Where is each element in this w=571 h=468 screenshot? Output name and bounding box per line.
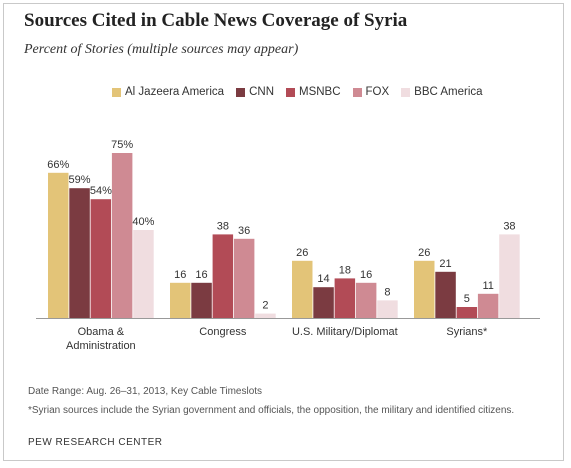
data-label: 5 <box>464 293 470 305</box>
data-label: 16 <box>360 269 372 281</box>
category-label: Obama & <box>78 326 125 338</box>
category-label: Administration <box>66 340 136 352</box>
category-label: U.S. Military/Diplomat <box>292 326 398 338</box>
legend-item-al-jazeera: Al Jazeera America <box>112 86 224 98</box>
legend-swatch <box>236 87 246 97</box>
bar <box>69 188 90 318</box>
bar <box>170 282 191 318</box>
data-label: 2 <box>262 300 268 312</box>
bar <box>477 293 499 318</box>
data-label: 26 <box>296 247 308 259</box>
legend-swatch <box>286 87 295 97</box>
data-label: 54% <box>90 185 112 197</box>
chart-legend: Al Jazeera America CNN MSNBC FOX BBC Ame… <box>112 86 483 98</box>
data-label: 40% <box>132 216 154 228</box>
source-credit: PEW RESEARCH CENTER <box>28 437 163 448</box>
legend-label: Al Jazeera America <box>125 86 225 98</box>
chart-title: Sources Cited in Cable News Coverage of … <box>24 10 408 31</box>
chart-frame <box>3 3 564 461</box>
bar <box>133 230 154 318</box>
legend-item-fox: FOX <box>352 86 390 98</box>
bar <box>191 282 212 318</box>
legend-label: FOX <box>365 86 390 98</box>
legend-label: MSNBC <box>299 86 341 98</box>
bar <box>334 278 356 318</box>
bar <box>233 238 255 318</box>
legend-swatch <box>112 87 121 97</box>
data-label: 21 <box>439 258 451 270</box>
category-label: Congress <box>199 326 247 338</box>
bar <box>48 172 69 318</box>
bar-chart: 66%59%54% 75% 40% Obama & Administration 16 16… <box>36 139 540 352</box>
date-range-note: Date Range: Aug. 26–31, 2013, Key Cable … <box>28 386 263 397</box>
data-label: 38 <box>503 220 515 232</box>
data-label: 18 <box>339 264 351 276</box>
bar <box>414 260 435 318</box>
data-label: 38 <box>217 220 229 232</box>
category-label: Syrians* <box>446 326 488 338</box>
legend-item-bbc-america: BBC America <box>401 86 483 98</box>
bar <box>90 199 112 318</box>
bar <box>499 234 520 318</box>
data-label: 16 <box>174 269 186 281</box>
bar <box>255 313 276 318</box>
legend-swatch <box>401 87 411 97</box>
bar <box>292 260 313 318</box>
legend-item-msnbc: MSNBC <box>286 86 341 98</box>
data-label: 66% <box>47 159 69 171</box>
data-label: 75% <box>111 139 133 151</box>
data-label: 14 <box>317 273 329 285</box>
data-label: 36 <box>238 225 250 237</box>
data-label: 59% <box>69 174 91 186</box>
footnote: *Syrian sources include the Syrian gover… <box>28 405 515 416</box>
bar <box>212 234 234 318</box>
legend-label: CNN <box>249 86 274 98</box>
data-label: 11 <box>482 280 493 292</box>
chart-subtitle: Percent of Stories (multiple sources may… <box>24 42 299 57</box>
data-label: 26 <box>418 247 430 259</box>
legend-item-cnn: CNN <box>236 86 274 98</box>
bar <box>111 153 133 318</box>
legend-swatch <box>352 87 362 97</box>
bar <box>313 287 334 318</box>
data-label: 16 <box>195 269 207 281</box>
bar <box>456 307 478 318</box>
bar <box>377 300 398 318</box>
bar <box>355 282 377 318</box>
bar <box>435 271 456 318</box>
data-label: 8 <box>384 286 390 298</box>
legend-label: BBC America <box>414 86 483 98</box>
